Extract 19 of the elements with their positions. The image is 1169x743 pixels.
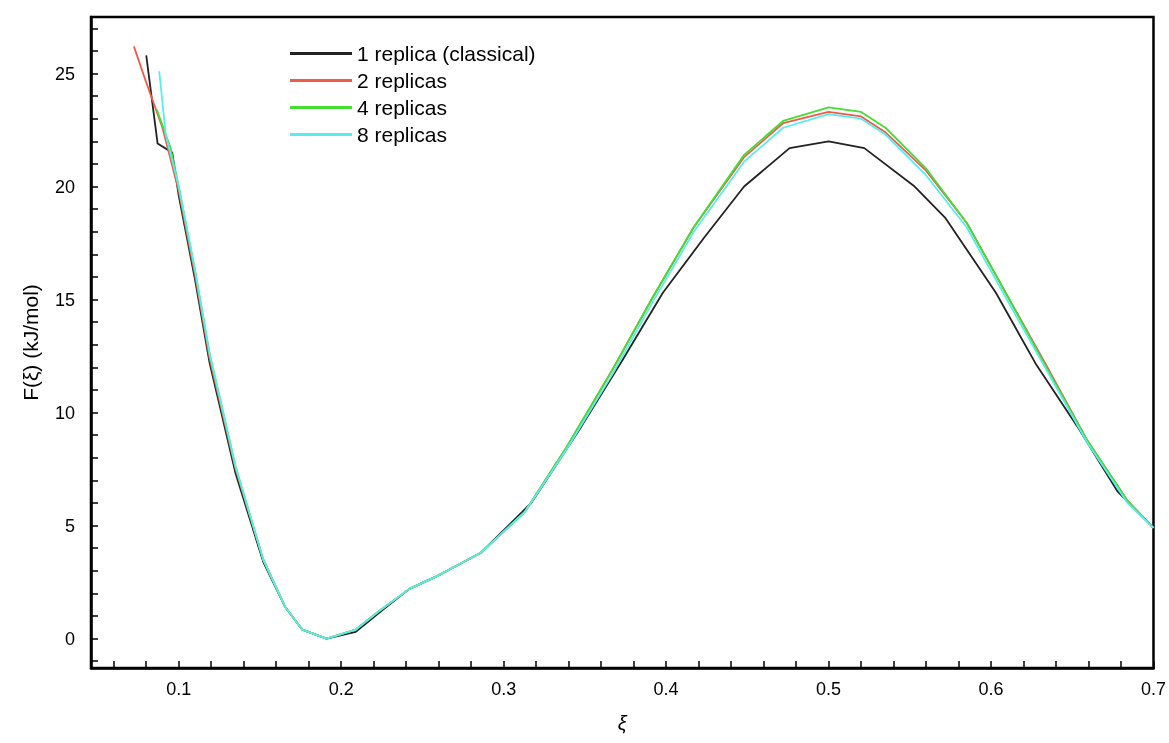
y-tick-label: 0: [64, 628, 75, 649]
legend-label: 8 replicas: [357, 123, 447, 146]
y-tick-label: 20: [54, 176, 75, 197]
x-tick-label: 0.7: [1140, 679, 1166, 699]
legend-label: 1 replica (classical): [357, 42, 536, 65]
y-tick-label: 5: [64, 515, 75, 536]
x-tick-label: 0.4: [653, 679, 679, 699]
x-tick-label: 0.1: [166, 679, 192, 699]
y-axis-title: F(ξ) (kJ/mol): [19, 284, 42, 401]
y-tick-label: 25: [54, 63, 75, 84]
x-tick-label: 0.6: [978, 679, 1004, 699]
x-tick-label: 0.3: [491, 679, 517, 699]
x-axis-title: ξ: [617, 712, 628, 734]
y-tick-label: 10: [54, 402, 75, 423]
legend-label: 4 replicas: [357, 96, 447, 119]
x-tick-label: 0.5: [816, 679, 842, 699]
x-tick-label: 0.2: [328, 679, 354, 699]
y-tick-label: 15: [54, 289, 75, 310]
legend-label: 2 replicas: [357, 69, 447, 92]
